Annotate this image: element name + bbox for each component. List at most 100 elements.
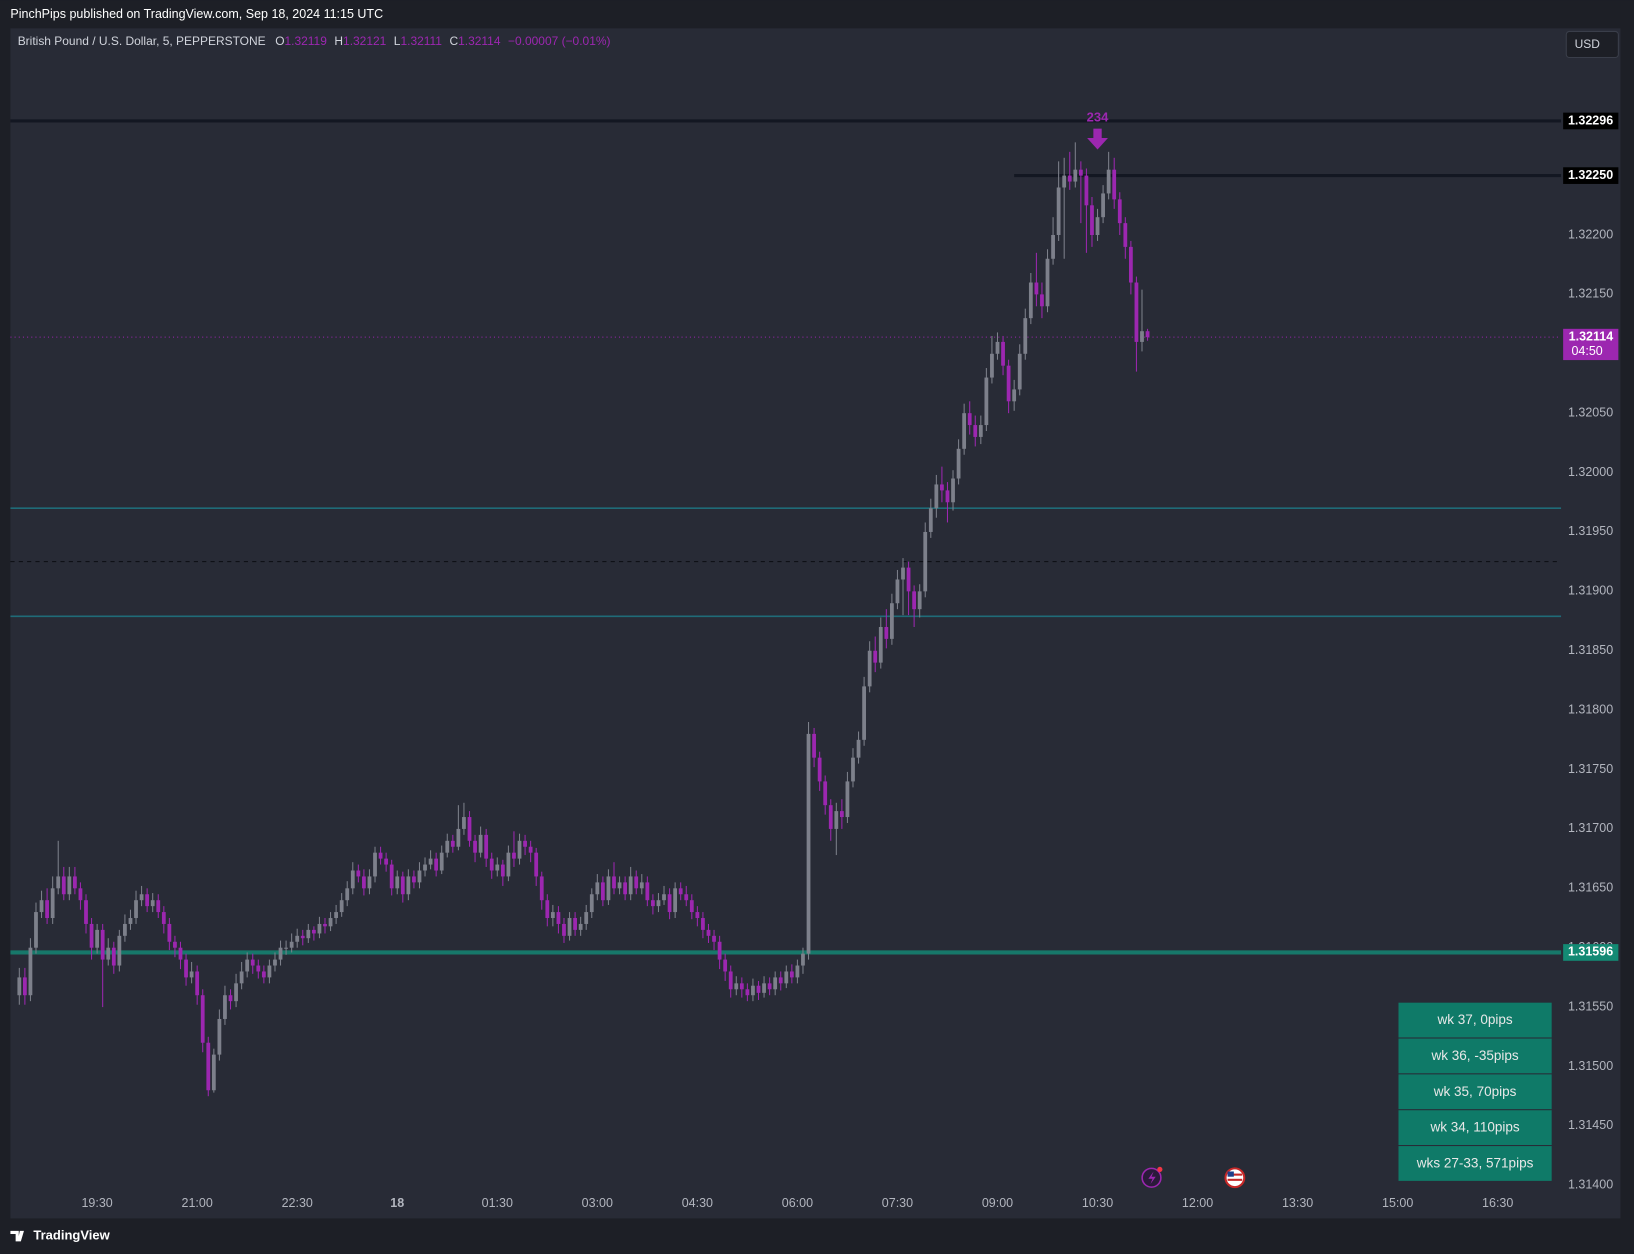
y-tick-label: 1.31650 [1568,881,1613,895]
candle-body [323,923,327,927]
candle-body [111,947,116,966]
candle-body [678,888,683,895]
candle-body [951,478,955,503]
flag-stripe [1227,1173,1243,1176]
candle-body [50,888,55,919]
candle-body [250,959,255,966]
candle-body [1078,169,1083,176]
x-tick-label: 19:30 [81,1196,112,1210]
candle-body [612,876,616,889]
pips-row [1398,1002,1552,1038]
x-tick-label: 10:30 [1082,1196,1113,1210]
candle-body [506,852,511,877]
candle-body [139,894,144,901]
candle-body [773,977,778,990]
candle-body [1106,169,1111,194]
candle-body [512,852,516,859]
candle-body [367,876,372,889]
x-tick-label: 06:00 [782,1196,813,1210]
y-tick-label: 1.31850 [1568,643,1613,657]
candle-body [762,983,766,993]
candle-body [1023,318,1028,354]
candle-body [523,840,527,847]
annotation-label: 234 [1087,110,1109,125]
annotation-arrow-head [1087,138,1108,150]
candle-body [123,923,127,936]
currency[interactable]: USD [1575,37,1601,51]
candle-body [823,781,828,806]
candle-body [412,876,416,883]
candle-body [684,894,689,901]
candle-body [862,686,866,740]
candle-body [1073,169,1078,182]
candle-body [934,484,939,509]
candle-body [806,733,811,954]
candle-body [239,971,244,984]
candle-body [567,918,572,936]
price-tag [1563,328,1619,361]
candle-body [1028,282,1033,319]
candle-body [617,882,622,889]
candle-body [423,864,427,871]
candle-body [428,858,433,865]
pips-row [1398,1038,1552,1074]
y-tick-label: 1.32150 [1568,287,1613,301]
candle-body [450,840,455,847]
candle-body [117,935,122,966]
candle-body [984,377,989,426]
footer: TradingView [10,1228,111,1243]
candle-body [273,959,277,966]
candle-body [339,900,344,913]
currency-button[interactable] [1565,30,1619,59]
x-tick-label: 01:30 [482,1196,513,1210]
pips-text: wk 36, -35pips [1430,1048,1518,1063]
price-tag-label: 1.32250 [1568,168,1613,182]
flag-icon[interactable] [1224,1167,1246,1189]
candle-body [267,965,272,978]
candle-body [100,929,105,960]
candle-body [473,840,477,853]
price-tag-label: 1.31596 [1568,945,1613,959]
x-tick-label: 21:00 [182,1196,213,1210]
candle-body [156,900,161,913]
candle-body [545,900,550,919]
candle-body [306,929,311,939]
candle-body [767,983,772,990]
legend: British Pound / U.S. Dollar, 5, PEPPERST… [18,34,611,48]
candle-body [923,531,928,592]
candle-body [334,912,338,919]
candle-body [278,947,283,960]
candle-body [184,959,188,978]
brand: TradingView [33,1228,110,1243]
candle-body [867,650,872,687]
candle-body [778,977,783,984]
candle-body [1123,223,1128,247]
candle-body [223,995,227,1019]
candle-body [284,947,288,949]
price-tag [1563,167,1619,184]
y-tick-label: 1.31400 [1568,1178,1613,1192]
candle-body [717,941,722,960]
candle-body [211,1054,216,1091]
x-tick-label: 18 [390,1196,404,1210]
candle-body [217,1018,222,1055]
candle-body [534,852,539,877]
candle-body [384,858,389,865]
candle-body [878,626,883,663]
candle-body [1001,341,1005,366]
candle-body [1062,175,1067,188]
candle-body [890,603,894,639]
candle-body [812,733,816,758]
candle-body [901,567,905,580]
candle-body [300,935,305,939]
x-tick-label: 22:30 [282,1196,313,1210]
candle-body [439,852,444,871]
candle-body [1101,193,1105,218]
ohlc-label: H [334,34,343,48]
candle-body [706,929,711,936]
candle-body [362,876,366,889]
candle-body [728,971,733,990]
candle-body [228,995,233,1002]
candle-body [17,977,22,996]
